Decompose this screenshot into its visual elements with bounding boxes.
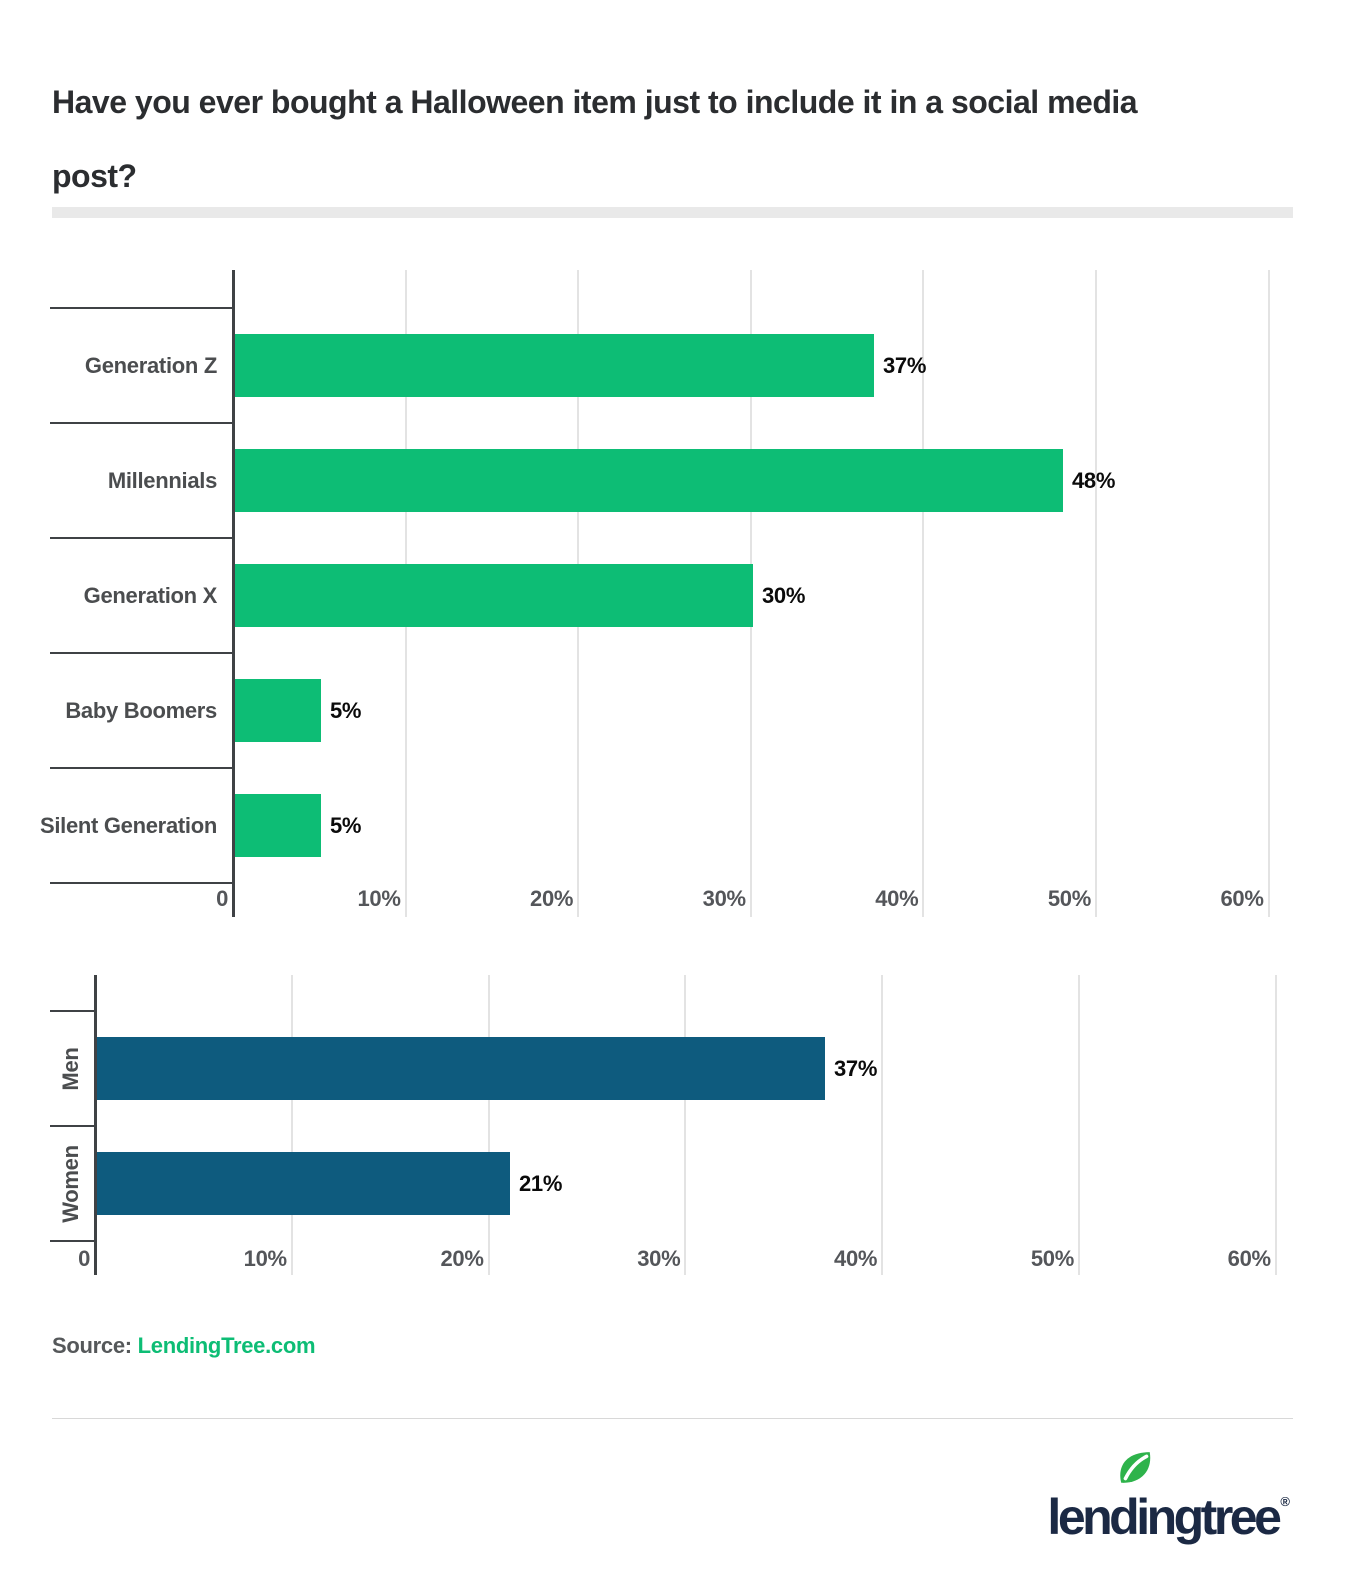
bar-millennials bbox=[235, 449, 1063, 512]
category-tick-line bbox=[50, 767, 233, 769]
gridline-50% bbox=[1078, 975, 1080, 1275]
x-tick-label-0: 0 bbox=[78, 1246, 90, 1271]
category-tick-line bbox=[50, 422, 233, 424]
bar-value-label: 37% bbox=[883, 352, 927, 378]
bar-value-label: 30% bbox=[762, 582, 806, 608]
category-label-men: Men bbox=[58, 1046, 83, 1091]
gridline-40% bbox=[881, 975, 884, 1275]
source-link[interactable]: LendingTree.com bbox=[137, 1333, 316, 1358]
x-tick-label-30: 30% bbox=[637, 1246, 681, 1271]
gridline-60% bbox=[1274, 975, 1277, 1275]
bar-generation-x bbox=[235, 564, 753, 627]
x-tick-label-50: 50% bbox=[1030, 1246, 1074, 1271]
category-label-baby-boomers: Baby Boomers bbox=[65, 697, 217, 723]
category-tick-line bbox=[50, 882, 233, 884]
x-tick-label-10: 10% bbox=[357, 886, 401, 911]
category-tick-line bbox=[50, 1125, 95, 1127]
page-title-line1: Have you ever bought a Halloween item ju… bbox=[52, 84, 1138, 120]
lendingtree-wordmark-text: lendingtree bbox=[1047, 1489, 1281, 1545]
category-tick-line bbox=[50, 652, 233, 654]
x-tick-label-40: 40% bbox=[834, 1246, 878, 1271]
category-label-silent-generation: Silent Generation bbox=[39, 812, 217, 838]
x-tick-label-20: 20% bbox=[440, 1246, 484, 1271]
gridline-10% bbox=[290, 975, 293, 1275]
bar-women bbox=[97, 1152, 510, 1215]
gridline-60% bbox=[1267, 270, 1270, 917]
x-tick-label-40: 40% bbox=[875, 886, 919, 911]
gridline-30% bbox=[684, 975, 687, 1275]
bar-silent-generation bbox=[235, 794, 321, 857]
x-tick-label-20: 20% bbox=[530, 886, 574, 911]
title-divider-bar bbox=[52, 207, 1293, 218]
bar-men bbox=[97, 1037, 825, 1100]
category-label-millennials: Millennials bbox=[107, 467, 217, 493]
page-title-line2: post? bbox=[52, 158, 137, 194]
registered-trademark-symbol: ® bbox=[1280, 1494, 1290, 1509]
category-tick-line bbox=[50, 537, 233, 539]
y-axis-line bbox=[232, 270, 235, 917]
bar-value-label: 21% bbox=[519, 1170, 563, 1196]
x-tick-label-50: 50% bbox=[1047, 886, 1091, 911]
bottom-divider-rule bbox=[52, 1418, 1293, 1419]
gridline-50% bbox=[1095, 270, 1097, 917]
x-tick-label-60: 60% bbox=[1220, 886, 1264, 911]
bar-value-label: 5% bbox=[330, 697, 362, 723]
category-label-generation-z: Generation Z bbox=[84, 352, 217, 378]
category-label-generation-x: Generation X bbox=[83, 582, 218, 608]
leaf-icon bbox=[1120, 1452, 1151, 1483]
category-tick-line bbox=[50, 1240, 95, 1242]
bar-baby-boomers bbox=[235, 679, 321, 742]
x-tick-label-10: 10% bbox=[243, 1246, 287, 1271]
source-line: Source: LendingTree.com bbox=[52, 1333, 316, 1359]
bar-value-label: 5% bbox=[330, 812, 362, 838]
source-label: Source: bbox=[52, 1333, 138, 1358]
lendingtree-wordmark: lendingtree ® bbox=[1047, 1489, 1290, 1545]
x-tick-label-30: 30% bbox=[702, 886, 746, 911]
gridline-40% bbox=[922, 270, 925, 917]
category-label-women: Women bbox=[58, 1144, 83, 1223]
bar-value-label: 48% bbox=[1072, 467, 1116, 493]
bar-generation-z bbox=[235, 334, 874, 397]
lendingtree-logo: lendingtree ® bbox=[1047, 1452, 1290, 1545]
x-tick-label-60: 60% bbox=[1227, 1246, 1271, 1271]
x-tick-label-0: 0 bbox=[216, 886, 228, 911]
bar-value-label: 37% bbox=[834, 1055, 878, 1081]
category-tick-line bbox=[50, 1010, 95, 1012]
category-tick-line bbox=[50, 307, 233, 309]
y-axis-line bbox=[94, 975, 97, 1275]
gridline-20% bbox=[487, 975, 490, 1275]
